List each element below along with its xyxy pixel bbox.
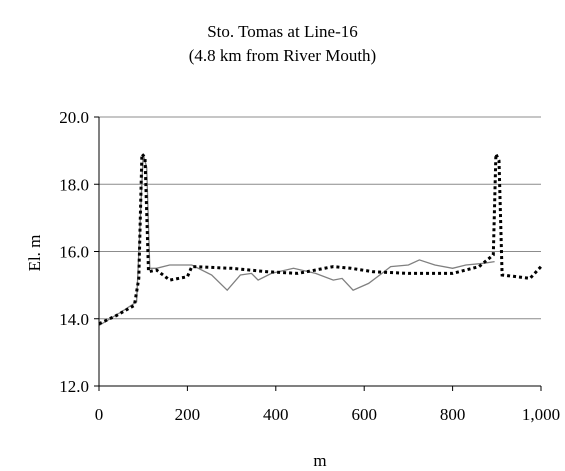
series-line-dotted bbox=[98, 150, 543, 326]
axes bbox=[94, 116, 542, 391]
x-tick-label: 1,000 bbox=[522, 405, 560, 424]
chart-subtitle: (4.8 km from River Mouth) bbox=[188, 46, 377, 65]
chart-title: Sto. Tomas at Line-16 bbox=[207, 22, 358, 41]
series-line-solid bbox=[98, 153, 495, 327]
x-axis-label: m bbox=[313, 451, 326, 470]
series-layer bbox=[98, 150, 543, 327]
x-tick-label: 200 bbox=[175, 405, 201, 424]
y-tick-label: 20.0 bbox=[59, 108, 89, 127]
y-tick-label: 16.0 bbox=[59, 243, 89, 262]
tick-labels: 12.0 14.0 16.0 18.0 20.0 0 200 400 600 800 1,000 bbox=[59, 108, 560, 424]
grid-lines bbox=[99, 116, 541, 320]
x-tick-label: 0 bbox=[95, 405, 104, 424]
x-tick-label: 400 bbox=[263, 405, 289, 424]
y-tick-label: 12.0 bbox=[59, 377, 89, 396]
x-tick-label: 600 bbox=[351, 405, 377, 424]
y-axis-label: El. m bbox=[25, 235, 44, 272]
y-tick-label: 18.0 bbox=[59, 175, 89, 194]
x-tick-label: 800 bbox=[440, 405, 466, 424]
y-tick-label: 14.0 bbox=[59, 310, 89, 329]
